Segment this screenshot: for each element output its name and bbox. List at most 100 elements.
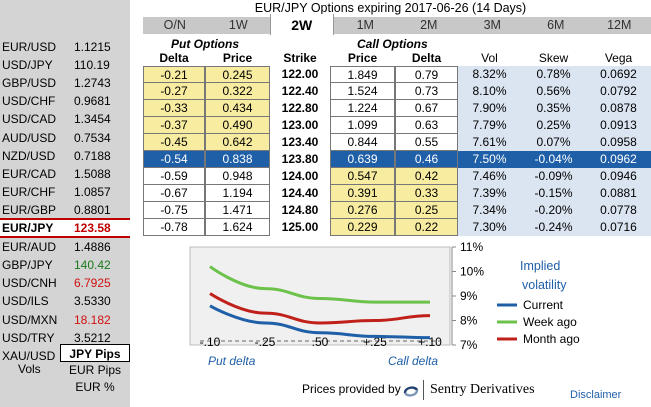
cell-vega: 0.0878 <box>586 100 651 117</box>
option-row[interactable]: -0.78 1.624 125.00 0.229 0.22 7.30% -0.24% 0.07… <box>143 219 651 236</box>
cell-strike: 124.40 <box>281 186 319 200</box>
cell-put-price: 0.245 <box>205 66 270 83</box>
chart-x-tick-label: -.10 <box>200 335 221 349</box>
pair-rate: 110.19 <box>74 57 110 72</box>
tab-6m[interactable]: 6M <box>547 18 565 32</box>
sentry-logo-icon <box>402 382 420 400</box>
pair-name: USD/MXN <box>2 312 58 327</box>
pair-rate: 1.3454 <box>74 112 111 127</box>
column-header: Delta <box>159 51 189 65</box>
cell-put-price: 1.471 <box>205 202 270 219</box>
cell-call-price: 0.229 <box>330 219 395 236</box>
tab-12m[interactable]: 12M <box>607 18 632 32</box>
pair-rate: 123.58 <box>74 221 111 235</box>
pair-name: EUR/JPY <box>2 221 54 235</box>
option-row[interactable]: -0.21 0.245 122.00 1.849 0.79 8.32% 0.78% 0.069… <box>143 66 651 83</box>
cell-put-delta: -0.75 <box>143 202 205 219</box>
currency-pair-row[interactable]: EUR/AUD 1.4886 <box>0 237 130 256</box>
cell-skew: 0.07% <box>521 134 586 151</box>
cell-vega: 0.0913 <box>586 117 651 134</box>
option-row[interactable]: -0.59 0.948 124.00 0.547 0.42 7.46% -0.09% 0.09… <box>143 168 651 185</box>
cell-call-price: 0.391 <box>330 185 395 202</box>
column-headers: Delta Price Strike Price Delta Vol Skew Vega <box>143 51 651 66</box>
unit-option[interactable]: EUR Pips <box>68 363 121 377</box>
cell-skew: 0.35% <box>521 100 586 117</box>
pair-name: NZD/USD <box>2 148 56 163</box>
pair-name: EUR/CHF <box>2 185 56 200</box>
cell-call-delta: 0.25 <box>395 202 458 219</box>
tab-2m[interactable]: 2M <box>420 18 438 32</box>
cell-call-price: 0.547 <box>330 168 395 185</box>
cell-call-delta: 0.22 <box>395 219 458 236</box>
cell-put-delta: -0.37 <box>143 117 205 134</box>
column-header: Skew <box>538 51 569 65</box>
chart-series-line-month-ago <box>209 292 431 325</box>
cell-put-delta: -0.67 <box>143 185 205 202</box>
call-options-title: Call Options <box>357 37 428 51</box>
chart-title-line-1: Implied <box>520 259 560 273</box>
pair-rate: 3.5212 <box>74 330 111 345</box>
cell-vega: 0.0792 <box>586 83 651 100</box>
cell-vol: 8.10% <box>458 83 521 100</box>
option-row[interactable]: -0.27 0.322 122.40 1.524 0.73 8.10% 0.56% 0.079… <box>143 83 651 100</box>
unit-option[interactable]: JPY Pips <box>60 344 130 362</box>
cell-call-price: 1.224 <box>330 100 395 117</box>
pair-rate: 1.4886 <box>74 239 111 254</box>
currency-pair-row[interactable]: USD/CAD 1.3454 <box>0 110 130 129</box>
cell-strike: 124.80 <box>281 203 319 217</box>
option-row[interactable]: -0.67 1.194 124.40 0.391 0.33 7.39% -0.15% 0.08… <box>143 185 651 202</box>
cell-put-price: 0.948 <box>205 168 270 185</box>
cell-call-delta: 0.55 <box>395 134 458 151</box>
cell-vega: 0.0962 <box>586 151 651 168</box>
chart-x-tick-label: .50 <box>312 335 329 349</box>
option-row[interactable]: -0.75 1.471 124.80 0.276 0.25 7.34% -0.20% 0.07… <box>143 202 651 219</box>
currency-pair-row[interactable]: NZD/USD 0.7188 <box>0 146 130 165</box>
cell-put-price: 0.434 <box>205 100 270 117</box>
currency-pair-row[interactable]: EUR/JPY 123.58 <box>0 218 130 238</box>
currency-pair-row[interactable]: EUR/CHF 1.0857 <box>0 183 130 202</box>
sentry-brand: Sentry Derivatives <box>430 382 535 397</box>
chart-y-tick-label: 10% <box>460 265 484 279</box>
prices-provided-label: Prices provided by <box>302 382 401 396</box>
cell-put-price: 0.642 <box>205 134 270 151</box>
cell-put-price: 0.490 <box>205 117 270 134</box>
cell-skew: -0.04% <box>521 151 586 168</box>
currency-pair-row[interactable]: EUR/GBP 0.8801 <box>0 201 130 220</box>
currency-pair-row[interactable]: GBP/USD 1.2743 <box>0 73 130 92</box>
cell-put-delta: -0.59 <box>143 168 205 185</box>
currency-pair-row[interactable]: EUR/CAD 1.5088 <box>0 164 130 183</box>
cell-vol: 7.61% <box>458 134 521 151</box>
option-row[interactable]: -0.54 0.838 123.80 0.639 0.46 7.50% -0.04% 0.09… <box>143 151 651 168</box>
pair-name: AUD/USD <box>2 130 57 145</box>
currency-pair-row[interactable]: USD/ILS 3.5330 <box>0 292 130 311</box>
currency-pair-row[interactable]: USD/MXN 18.182 <box>0 310 130 329</box>
tab-on[interactable]: O/N <box>163 18 186 32</box>
pair-rate: 0.7188 <box>74 148 111 163</box>
page-title: EUR/JPY Options expiring 2017-06-26 (14 … <box>254 1 527 15</box>
tab-3m[interactable]: 3M <box>483 18 501 32</box>
tab-2w[interactable]: 2W <box>270 14 334 35</box>
currency-pair-row[interactable]: EUR/USD 1.1215 <box>0 37 130 56</box>
tab-1m[interactable]: 1M <box>356 18 374 32</box>
pair-rate: 18.182 <box>74 312 111 327</box>
option-row[interactable]: -0.33 0.434 122.80 1.224 0.67 7.90% 0.35% 0.087… <box>143 100 651 117</box>
cell-put-delta: -0.21 <box>143 66 205 83</box>
cell-call-price: 0.276 <box>330 202 395 219</box>
currency-pair-row[interactable]: USD/CHF 0.9681 <box>0 92 130 111</box>
options-panel: EUR/JPY Options expiring 2017-06-26 (14 … <box>130 0 651 407</box>
tab-1w[interactable]: 1W <box>228 18 248 32</box>
option-row[interactable]: -0.37 0.490 123.00 1.099 0.63 7.79% 0.25% 0.091… <box>143 117 651 134</box>
currency-pair-row[interactable]: USD/CNH 6.7925 <box>0 274 130 293</box>
currency-pair-row[interactable]: USD/JPY 110.19 <box>0 55 130 74</box>
pair-rate: 1.2743 <box>74 75 111 90</box>
option-row[interactable]: -0.45 0.642 123.40 0.844 0.55 7.61% 0.07% 0.095… <box>143 134 651 151</box>
currency-pair-row[interactable]: AUD/USD 0.7534 <box>0 128 130 147</box>
currency-pair-row[interactable]: GBP/JPY 140.42 <box>0 255 130 274</box>
disclaimer-link[interactable]: Disclaimer <box>570 389 622 401</box>
pair-rate: 3.5330 <box>74 294 111 309</box>
unit-option[interactable]: EUR % <box>75 380 115 394</box>
pair-rate: 1.1215 <box>74 39 111 54</box>
chart-title-line-2: volatility <box>522 278 567 292</box>
currency-pair-row[interactable]: USD/TRY 3.5212 <box>0 328 130 347</box>
